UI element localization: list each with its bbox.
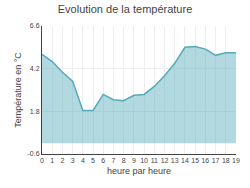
svg-text:Evolution de la température: Evolution de la température (58, 3, 193, 15)
svg-text:8: 8 (122, 157, 126, 164)
svg-text:19: 19 (232, 157, 240, 164)
svg-text:14: 14 (181, 157, 189, 164)
svg-text:6: 6 (101, 157, 105, 164)
svg-text:10: 10 (140, 157, 148, 164)
svg-text:4.2: 4.2 (30, 65, 40, 72)
svg-text:7: 7 (112, 157, 116, 164)
svg-text:2: 2 (60, 157, 64, 164)
svg-text:-0.6: -0.6 (28, 150, 40, 157)
svg-text:1: 1 (50, 157, 54, 164)
svg-text:heure par heure: heure par heure (107, 166, 171, 176)
svg-text:9: 9 (132, 157, 136, 164)
svg-text:17: 17 (212, 157, 220, 164)
svg-text:15: 15 (191, 157, 199, 164)
svg-text:1.8: 1.8 (30, 108, 40, 115)
svg-text:13: 13 (171, 157, 179, 164)
svg-text:12: 12 (161, 157, 169, 164)
svg-text:0: 0 (40, 157, 44, 164)
svg-text:18: 18 (222, 157, 230, 164)
svg-text:5: 5 (91, 157, 95, 164)
svg-text:11: 11 (151, 157, 158, 164)
svg-text:3: 3 (71, 157, 75, 164)
svg-text:6.6: 6.6 (30, 22, 40, 29)
svg-text:4: 4 (81, 157, 85, 164)
svg-text:16: 16 (201, 157, 209, 164)
svg-text:Température en °C: Température en °C (13, 52, 23, 128)
